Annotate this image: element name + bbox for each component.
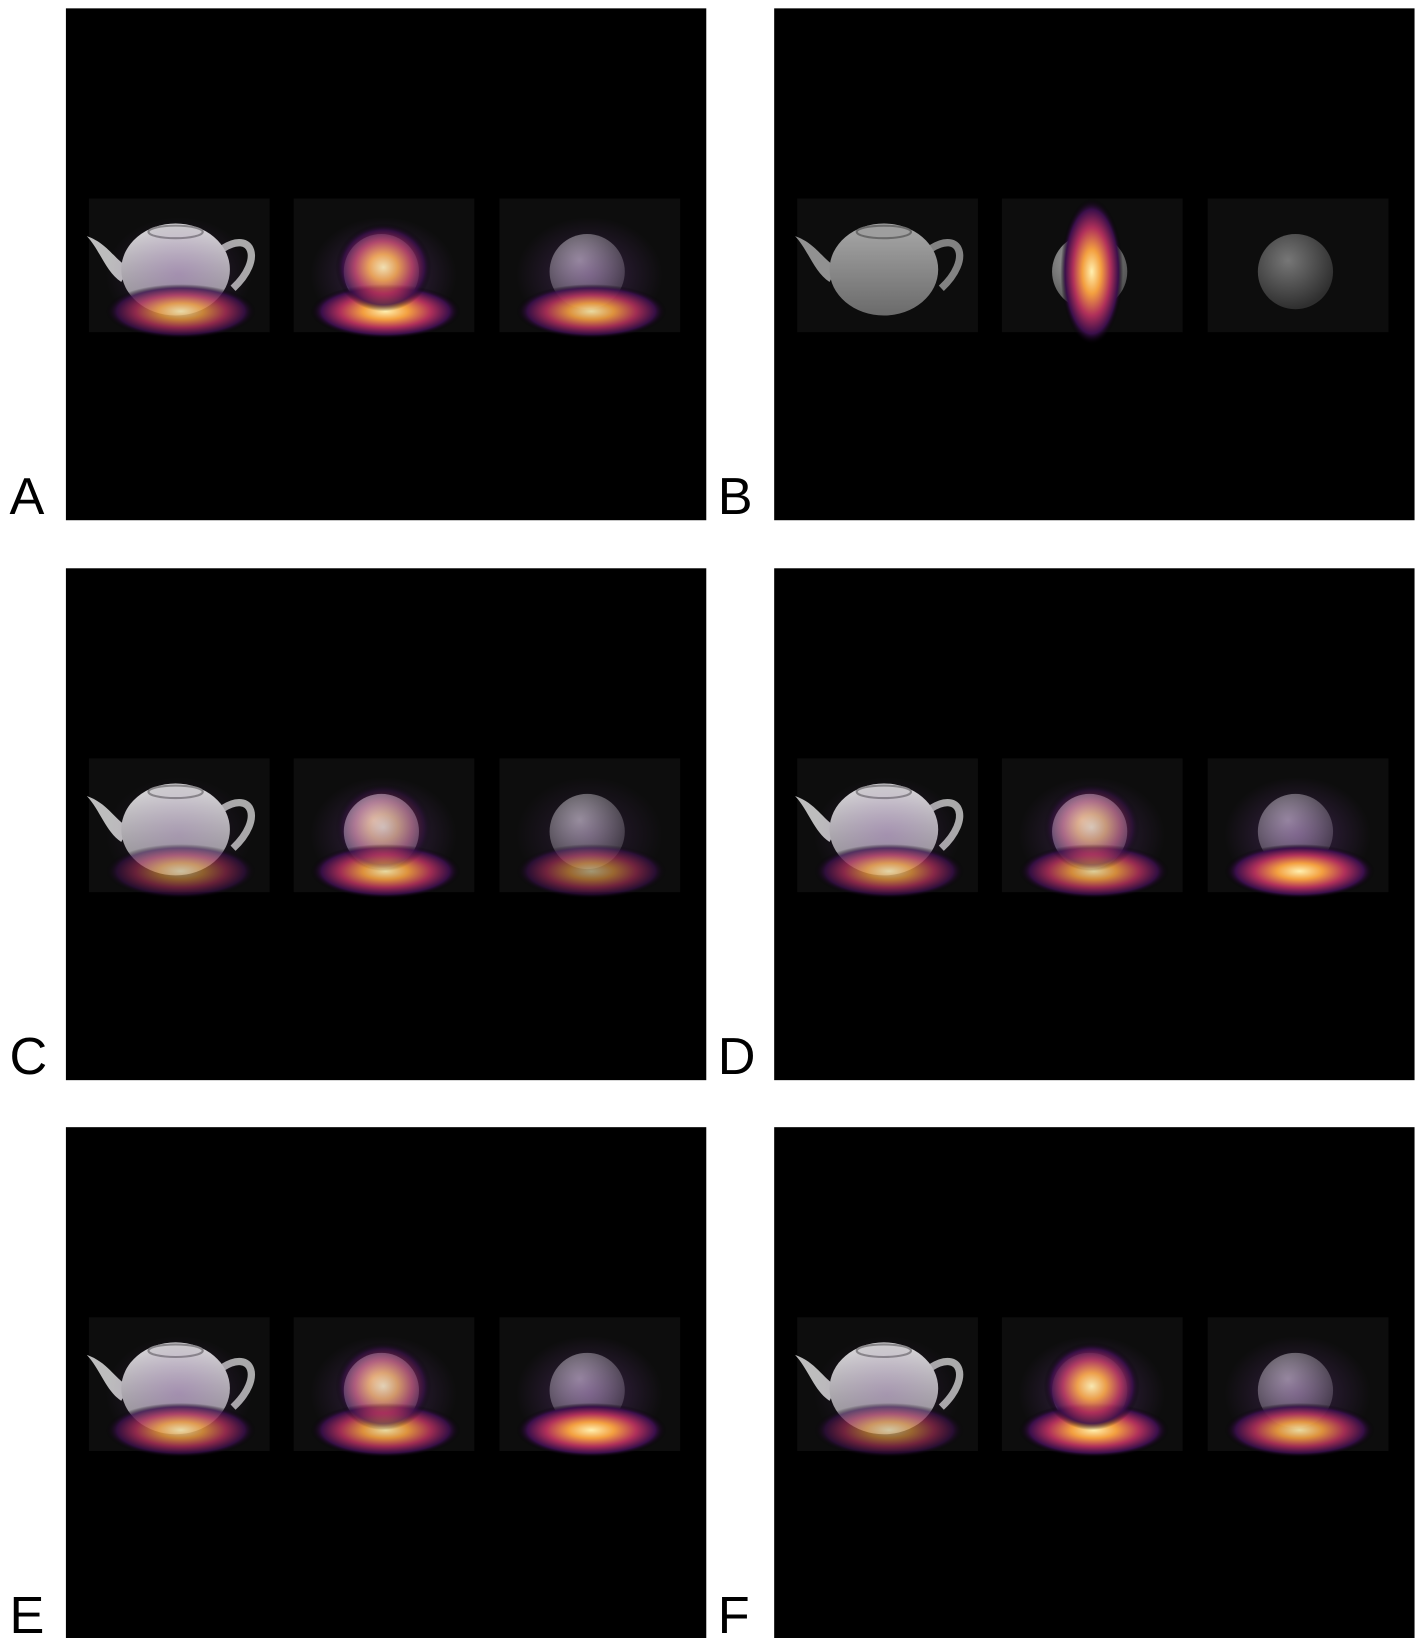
page: ABCDEF (() => { const data = JSON.parse(… — [0, 0, 1423, 1638]
panel-label: C — [10, 1028, 48, 1086]
heat-glow — [335, 783, 431, 871]
heat-glow — [106, 844, 256, 898]
heat-glow — [106, 284, 256, 338]
panel — [774, 568, 1414, 1080]
heat-glow — [335, 1342, 431, 1430]
panel — [774, 1127, 1414, 1638]
heat-glow — [106, 1403, 256, 1457]
teapot-lid — [857, 226, 911, 239]
panel-label: D — [718, 1028, 756, 1086]
panel-label: B — [718, 468, 753, 526]
heat-glow — [1224, 844, 1374, 898]
heat-glow — [516, 844, 666, 898]
panel-label: A — [10, 468, 45, 526]
panel — [774, 8, 1414, 520]
heat-glow — [516, 284, 666, 338]
heat-glow — [516, 1403, 666, 1457]
panel — [66, 1127, 706, 1638]
heat-glow — [335, 224, 431, 312]
panel — [66, 8, 706, 520]
sphere — [1258, 234, 1333, 309]
heat-glow — [814, 1403, 964, 1457]
figure: A B C D E F — [0, 0, 1423, 1638]
heat-glow — [814, 844, 964, 898]
panel — [66, 568, 706, 1080]
heat-glow — [1060, 198, 1123, 344]
panel-label: F — [718, 1587, 750, 1638]
heat-glow — [1224, 1403, 1374, 1457]
heat-glow — [1044, 1342, 1140, 1430]
heat-glow — [1044, 783, 1140, 871]
panel-label: E — [10, 1587, 45, 1638]
